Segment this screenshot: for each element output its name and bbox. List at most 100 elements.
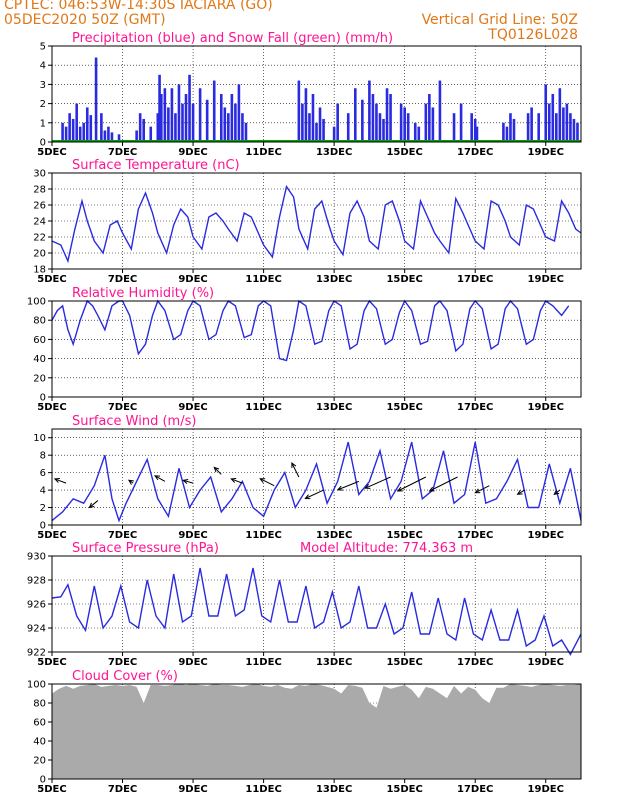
temp-xtick-label: 7DEC bbox=[108, 274, 137, 285]
wind-arrow-head bbox=[230, 477, 237, 483]
precip-ytick-label: 3 bbox=[40, 80, 46, 91]
precip-bar bbox=[346, 113, 350, 142]
precip-bar bbox=[230, 94, 234, 142]
precip-title: Precipitation (blue) and Snow Fall (gree… bbox=[72, 31, 393, 46]
cloud-xtick-label: 9DEC bbox=[178, 784, 207, 795]
wind-ytick-label: 6 bbox=[40, 468, 46, 479]
pressure-ytick-label: 924 bbox=[27, 624, 46, 635]
precip-ytick-label: 4 bbox=[40, 61, 46, 72]
rh-xtick-label: 9DEC bbox=[178, 402, 207, 413]
cloud-ytick-label: 20 bbox=[33, 756, 46, 767]
wind-arrow-head bbox=[53, 477, 60, 483]
cloud-xtick-label: 13DEC bbox=[316, 784, 352, 795]
wind-arrow-head bbox=[474, 488, 481, 494]
wind-ytick-label: 10 bbox=[33, 433, 46, 444]
rh-ytick-label: 0 bbox=[40, 393, 46, 404]
temp-xtick-label: 19DEC bbox=[528, 274, 564, 285]
precip-bar bbox=[385, 88, 389, 142]
temp-ytick-label: 20 bbox=[33, 249, 46, 260]
precip-bar bbox=[353, 88, 357, 142]
precip-ytick-label: 5 bbox=[40, 42, 46, 53]
precip-bar bbox=[572, 118, 576, 142]
precip-bar bbox=[406, 113, 410, 142]
precip-bar bbox=[138, 113, 142, 142]
wind-arrow-head bbox=[428, 486, 435, 492]
rh-title: Relative Humidity (%) bbox=[72, 286, 214, 301]
precip-bar bbox=[558, 88, 562, 142]
cloud-xtick-label: 15DEC bbox=[386, 784, 422, 795]
wind-xtick-label: 19DEC bbox=[528, 530, 564, 541]
temp-xtick-label: 11DEC bbox=[245, 274, 281, 285]
precip-bar bbox=[470, 113, 473, 142]
wind-arrow-head bbox=[259, 478, 266, 483]
wind-arrow-shaft bbox=[397, 476, 427, 492]
cloud-ytick-label: 100 bbox=[27, 680, 46, 691]
wind-ytick-label: 8 bbox=[40, 451, 46, 462]
precip-bar bbox=[205, 99, 209, 142]
rh-ytick-label: 40 bbox=[33, 354, 46, 365]
vertical-grid-note: Vertical Grid Line: 50Z bbox=[421, 12, 578, 28]
precip-bar bbox=[160, 94, 163, 142]
temp-ytick-label: 22 bbox=[33, 233, 46, 244]
temp-xtick-label: 5DEC bbox=[37, 274, 66, 285]
wind-arrow-shaft bbox=[291, 462, 300, 478]
precip-bar bbox=[473, 118, 477, 142]
wind-ytick-label: 4 bbox=[40, 486, 46, 497]
temp-xtick-label: 13DEC bbox=[316, 274, 352, 285]
temp-ytick-label: 28 bbox=[33, 185, 46, 196]
precip-bar bbox=[399, 103, 403, 142]
precip-bar bbox=[167, 107, 170, 142]
precip-bar bbox=[311, 94, 315, 142]
precip-bar bbox=[509, 113, 512, 142]
wind-arrow-shaft bbox=[517, 489, 525, 495]
wind-xtick-label: 17DEC bbox=[457, 530, 493, 541]
precip-bar bbox=[100, 113, 103, 142]
wind-title: Surface Wind (m/s) bbox=[72, 414, 196, 429]
temp-line bbox=[51, 184, 582, 264]
wind-xtick-label: 15DEC bbox=[386, 530, 422, 541]
pressure-ytick-label: 926 bbox=[27, 600, 46, 611]
precip-bar bbox=[318, 107, 322, 142]
wind-xtick-label: 11DEC bbox=[245, 530, 281, 541]
precip-bar bbox=[502, 122, 505, 142]
precip-bar bbox=[234, 103, 237, 142]
pressure-xtick-label: 13DEC bbox=[316, 657, 352, 668]
precip-bar bbox=[82, 122, 86, 142]
precip-bar bbox=[158, 74, 161, 142]
precip-bar bbox=[297, 80, 301, 142]
wind-xtick-label: 5DEC bbox=[37, 530, 66, 541]
precip-bar bbox=[149, 126, 153, 142]
cloud-ytick-label: 80 bbox=[33, 699, 46, 710]
precip-bar bbox=[219, 94, 223, 142]
precip-bar bbox=[315, 122, 318, 142]
precip-bar bbox=[375, 103, 378, 142]
precip-bar bbox=[424, 103, 428, 142]
cloud-xtick-label: 19DEC bbox=[528, 784, 564, 795]
rh-xtick-label: 15DEC bbox=[386, 402, 422, 413]
pressure-annotation: Model Altitude: 774.363 m bbox=[300, 541, 473, 556]
wind-arrow-shaft bbox=[305, 489, 324, 499]
precip-bar bbox=[170, 88, 174, 142]
pressure-xtick-label: 17DEC bbox=[457, 657, 493, 668]
pressure-xtick-label: 5DEC bbox=[37, 657, 66, 668]
precip-xtick-label: 7DEC bbox=[108, 147, 137, 158]
precip-bar bbox=[431, 107, 435, 142]
rh-ytick-label: 60 bbox=[33, 335, 46, 346]
wind-arrow-head bbox=[553, 489, 560, 495]
cloud-ytick-label: 0 bbox=[40, 775, 46, 786]
precip-bar bbox=[223, 107, 227, 142]
rh-xtick-label: 11DEC bbox=[245, 402, 281, 413]
precip-bar bbox=[569, 113, 572, 142]
precip-bar bbox=[413, 122, 417, 142]
rh-xtick-label: 7DEC bbox=[108, 402, 137, 413]
precip-bar bbox=[526, 113, 530, 142]
precip-bar bbox=[304, 88, 308, 142]
wind-arrow-shaft bbox=[429, 476, 458, 492]
wind-arrow-shaft bbox=[154, 475, 166, 482]
precip-xtick-label: 9DEC bbox=[178, 147, 207, 158]
rh-line bbox=[51, 299, 570, 362]
pressure-xtick-label: 7DEC bbox=[108, 657, 137, 668]
wind-arrow-shaft bbox=[231, 478, 243, 484]
precip-ytick-label: 1 bbox=[40, 118, 46, 129]
